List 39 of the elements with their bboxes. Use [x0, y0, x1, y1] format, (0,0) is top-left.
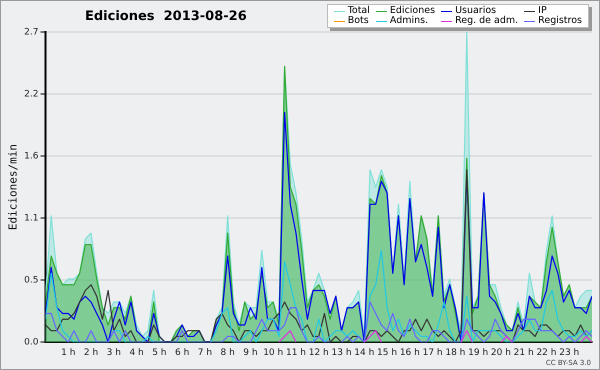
x-tick-label: 18 h: [445, 348, 466, 358]
x-tick-label: 21 h: [514, 348, 534, 358]
legend-label: Admins.: [388, 15, 430, 26]
y-tick-label: 0.5: [24, 276, 39, 286]
y-axis-title: Ediciones/min: [6, 144, 20, 230]
x-tick-label: 2 h: [84, 348, 98, 358]
x-tick-label: 7 h: [198, 348, 212, 358]
y-tick-label: 1.1: [24, 213, 39, 224]
legend-label: Total: [346, 5, 370, 16]
x-tick-label: 13 h: [332, 348, 352, 358]
legend-label: Registros: [537, 15, 582, 26]
x-tick-label: 10 h: [263, 348, 284, 358]
x-tick-label: 20 h: [490, 348, 511, 358]
legend-label: Usuarios: [454, 5, 496, 16]
chart-title: Ediciones 2013-08-26: [85, 9, 247, 24]
x-tick-label: 19 h: [468, 348, 488, 358]
y-tick-label: 2.7: [24, 27, 39, 38]
x-tick-label: 11 h: [286, 348, 306, 358]
y-tick-label: 2.2: [24, 89, 39, 100]
x-tick-label: 3 h: [106, 348, 121, 358]
x-tick-label: 12 h: [308, 348, 329, 358]
x-tick-label: 15 h: [377, 348, 398, 358]
x-tick-label: 4 h: [129, 348, 144, 358]
x-tick-label: 14 h: [354, 348, 374, 358]
legend-label: Bots: [346, 15, 370, 26]
x-tick-label: 23 h: [559, 348, 580, 358]
y-tick-label: 0.0: [24, 338, 39, 348]
x-tick-label: 5 h: [152, 348, 167, 358]
x-tick-label: 9 h: [243, 348, 258, 358]
x-tick-label: 22 h: [536, 348, 556, 358]
legend-label: Ediciones: [388, 5, 436, 16]
x-tick-label: 1 h: [61, 348, 76, 358]
x-tick-label: 16 h: [400, 348, 420, 358]
x-tick-label: 17 h: [422, 348, 443, 358]
x-tick-label: 6 h: [174, 348, 190, 358]
x-tick-label: 8 h: [220, 348, 235, 358]
y-tick-label: 1.6: [24, 151, 39, 162]
legend-label: IP: [537, 5, 547, 16]
legend-label: Reg. de adm.: [454, 15, 518, 26]
